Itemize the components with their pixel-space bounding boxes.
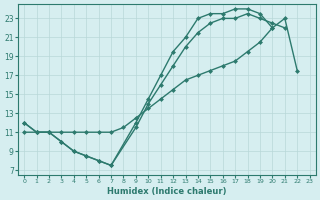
X-axis label: Humidex (Indice chaleur): Humidex (Indice chaleur) [107, 187, 227, 196]
